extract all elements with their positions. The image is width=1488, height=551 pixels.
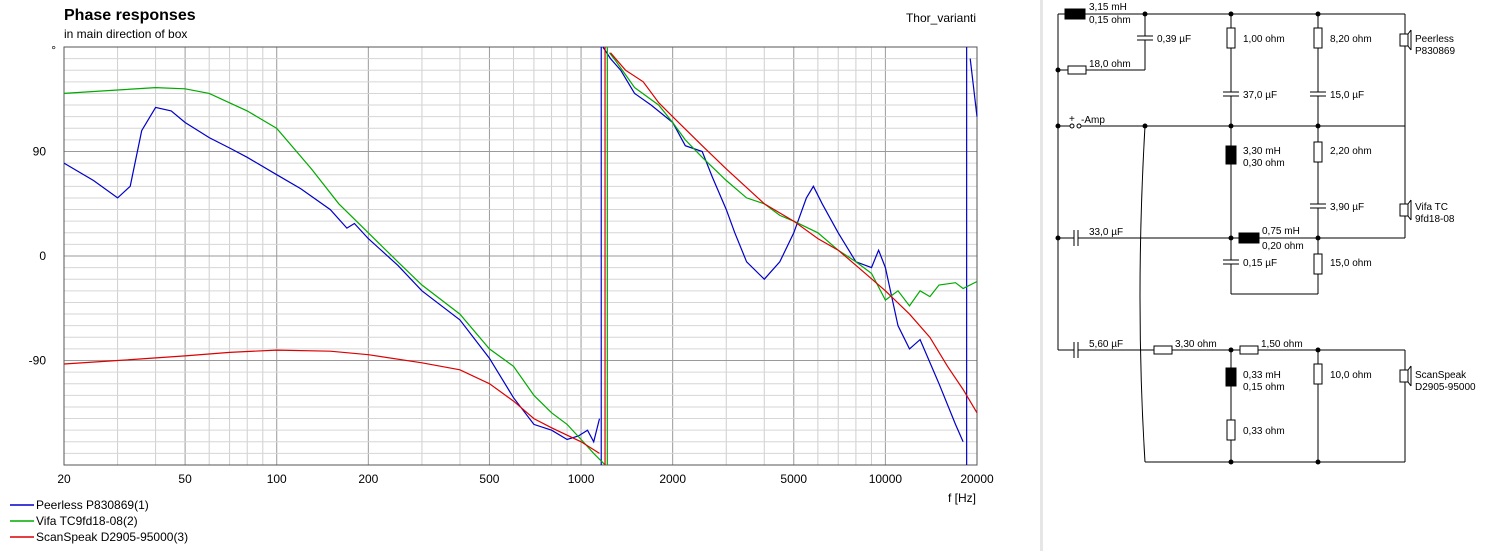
y-tick-label: 0 xyxy=(39,249,46,263)
l4-resistance: 0,15 ohm xyxy=(1243,382,1285,393)
series-path xyxy=(609,52,978,307)
amp-plus-label: + xyxy=(1069,114,1075,125)
series-path xyxy=(63,106,601,444)
x-tick-label: 20 xyxy=(57,472,71,486)
l3-value: 0,75 mH xyxy=(1262,226,1300,237)
junction xyxy=(1228,11,1234,17)
r6-value: 3,30 ohm xyxy=(1175,339,1217,350)
y-tick-label: -90 xyxy=(29,354,47,368)
c1-value: 0,39 µF xyxy=(1157,34,1191,45)
resistor-r2 xyxy=(1226,27,1236,49)
series-path xyxy=(610,52,978,414)
series-path xyxy=(969,58,978,117)
x-tick-label: 500 xyxy=(479,472,499,486)
l4-value: 0,33 mH xyxy=(1243,370,1281,381)
resistor-r9 xyxy=(1226,419,1236,441)
x-tick-label: 200 xyxy=(358,472,378,486)
resistor-r5 xyxy=(1313,253,1323,275)
resistor-r6 xyxy=(1153,345,1173,355)
c3-value: 15,0 µF xyxy=(1330,90,1364,101)
chart-title: Phase responses xyxy=(64,7,196,24)
y-tick-label: 90 xyxy=(33,145,47,159)
tick-labels: 20 50 100 200 500 1000 2000 5000 10000 20000 90 0 -9… xyxy=(29,145,994,487)
x-tick-label: 100 xyxy=(267,472,287,486)
resistor-r7 xyxy=(1239,345,1259,355)
series-path xyxy=(63,349,600,454)
junction xyxy=(1142,11,1148,17)
series-path xyxy=(63,86,606,466)
resistor-r8 xyxy=(1313,363,1323,385)
ground-wire xyxy=(1139,125,1146,463)
c4-value: 3,90 µF xyxy=(1330,202,1364,213)
schematic-svg: 3,15 mH 0,15 ohm 0,39 µF 18,0 ohm 1,00 o… xyxy=(1055,2,1476,465)
junction xyxy=(1315,11,1321,17)
x-tick-label: 5000 xyxy=(780,472,807,486)
series-line-1 xyxy=(63,46,978,465)
junction xyxy=(1228,459,1234,465)
x-axis-label: f [Hz] xyxy=(948,491,976,505)
speaker-icon xyxy=(1399,369,1409,383)
x-tick-label: 20000 xyxy=(960,472,994,486)
junction xyxy=(1315,459,1321,465)
series-path xyxy=(602,46,964,443)
r5-value: 15,0 ohm xyxy=(1330,258,1372,269)
legend-label: ScanSpeak D2905-95000(3) xyxy=(36,530,188,544)
driver2-label: Vifa TC xyxy=(1415,202,1448,213)
legend: Peerless P830869(1) Vifa TC9fd18-08(2) Sca… xyxy=(10,498,188,544)
l1-resistance: 0,15 ohm xyxy=(1089,15,1131,26)
c5-value: 33,0 µF xyxy=(1089,227,1123,238)
project-name: Thor_varianti xyxy=(906,11,976,25)
legend-label: Peerless P830869(1) xyxy=(36,498,149,512)
r3-value: 8,20 ohm xyxy=(1330,34,1372,45)
resistor-r3 xyxy=(1313,27,1323,49)
c2-value: 37,0 µF xyxy=(1243,90,1277,101)
speaker-icon xyxy=(1399,33,1409,47)
crossover-schematic: 3,15 mH 0,15 ohm 0,39 µF 18,0 ohm 1,00 o… xyxy=(1043,0,1488,551)
y-axis-unit: ° xyxy=(51,43,56,57)
driver2-model: 9fd18-08 xyxy=(1415,214,1455,225)
legend-label: Vifa TC9fd18-08(2) xyxy=(36,514,138,528)
x-tick-label: 1000 xyxy=(568,472,595,486)
grid-layer xyxy=(64,47,977,465)
series-line-2 xyxy=(63,47,978,466)
r4-value: 2,20 ohm xyxy=(1330,146,1372,157)
r9-value: 0,33 ohm xyxy=(1243,426,1285,437)
speaker-icon xyxy=(1399,203,1409,217)
r8-value: 10,0 ohm xyxy=(1330,370,1372,381)
resistor-r1 xyxy=(1067,65,1087,75)
chart-subtitle: in main direction of box xyxy=(64,27,187,41)
resistor-r4 xyxy=(1313,141,1323,163)
l3-resistance: 0,20 ohm xyxy=(1262,241,1304,252)
x-tick-label: 10000 xyxy=(869,472,903,486)
amp-terminal-icon xyxy=(1076,123,1082,129)
inductor-l1 xyxy=(1064,8,1086,20)
l2-value: 3,30 mH xyxy=(1243,146,1281,157)
driver1-model: P830869 xyxy=(1415,46,1455,57)
driver3-model: D2905-95000 xyxy=(1415,382,1476,393)
driver3-label: ScanSpeak xyxy=(1415,370,1467,381)
l2-resistance: 0,30 ohm xyxy=(1243,158,1285,169)
r1-value: 18,0 ohm xyxy=(1089,59,1131,70)
phase-response-chart: Phase responses in main direction of box… xyxy=(10,7,995,544)
chart-svg: Phase responses in main direction of box… xyxy=(10,7,994,544)
series-layer xyxy=(63,46,978,466)
series-line-3 xyxy=(63,47,978,465)
x-tick-label: 2000 xyxy=(659,472,686,486)
c6-value: 0,15 µF xyxy=(1243,258,1277,269)
panel-divider xyxy=(1040,0,1043,551)
inductor-l2 xyxy=(1225,145,1237,165)
c7-value: 5,60 µF xyxy=(1089,339,1123,350)
r7-value: 1,50 ohm xyxy=(1261,339,1303,350)
driver1-label: Peerless xyxy=(1415,34,1454,45)
inductor-l4 xyxy=(1225,367,1237,387)
r2-value: 1,00 ohm xyxy=(1243,34,1285,45)
x-tick-label: 50 xyxy=(178,472,192,486)
inductor-l3 xyxy=(1238,232,1260,244)
amp-label: -Amp xyxy=(1081,115,1105,126)
plot-frame xyxy=(63,46,978,466)
l1-value: 3,15 mH xyxy=(1089,2,1127,13)
